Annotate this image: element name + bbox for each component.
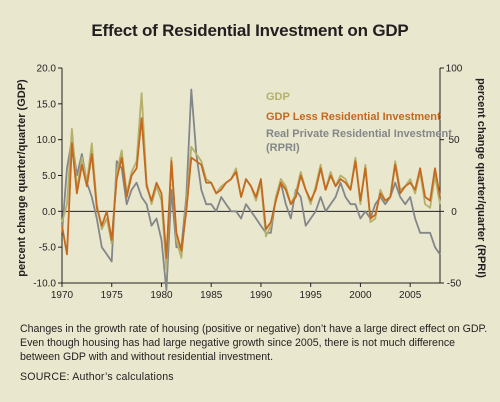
x-tick-label: 1970 [51,290,74,301]
source-note: SOURCE: Author’s calculations [20,371,174,383]
left-axis-ticks: 20.0 15.0 10.0 5.0 0.0 -5.0 -10.0 [33,64,62,290]
x-tick-label: 1985 [200,290,223,301]
right-tick-label: 100 [446,64,463,75]
legend-entry: GDP Less Residential Investment [266,111,441,123]
right-axis-ticks: 100 50 0 -50 [440,64,463,290]
x-tick-label: 1995 [300,290,323,301]
x-tick-label: 1980 [150,290,173,301]
series-line-3 [61,88,441,292]
plot-frame [61,68,441,284]
legend: GDP GDP Less Residential Investment Real P… [266,91,452,154]
x-tick-label: 2000 [349,290,372,301]
chart-caption: Changes in the growth rate of housing (p… [20,323,488,363]
legend-entry: Real Private Residential Investment (RPRI… [266,128,452,154]
legend-entry-line: (RPRI) [266,142,300,154]
x-axis-ticks: 1970 1975 1980 1985 1990 1995 2000 2005 [51,283,422,301]
x-tick-label: 1975 [101,290,124,301]
left-tick-label: -5.0 [39,243,57,254]
chart-title: Effect of Residential Investment on GDP [91,21,409,40]
legend-entry: GDP [266,91,290,103]
x-tick-label: 1990 [250,290,273,301]
left-tick-label: -10.0 [33,279,56,290]
right-tick-label: -50 [447,279,462,290]
right-axis-label: percent change quarter/quarter (RPRI) [475,78,487,278]
left-axis-label: percent change quarter/quarter (GDP) [16,79,28,277]
legend-entry-line: Real Private Residential Investment [266,128,452,140]
right-tick-label: 50 [448,135,460,146]
series-line-2 [61,117,441,259]
series-layer [61,88,441,292]
left-tick-label: 5.0 [42,171,56,182]
left-tick-label: 10.0 [37,135,57,146]
left-tick-label: 0.0 [42,207,56,218]
left-tick-label: 20.0 [37,64,57,75]
x-tick-label: 2005 [399,290,422,301]
left-tick-label: 15.0 [37,99,57,110]
right-tick-label: 0 [451,207,457,218]
